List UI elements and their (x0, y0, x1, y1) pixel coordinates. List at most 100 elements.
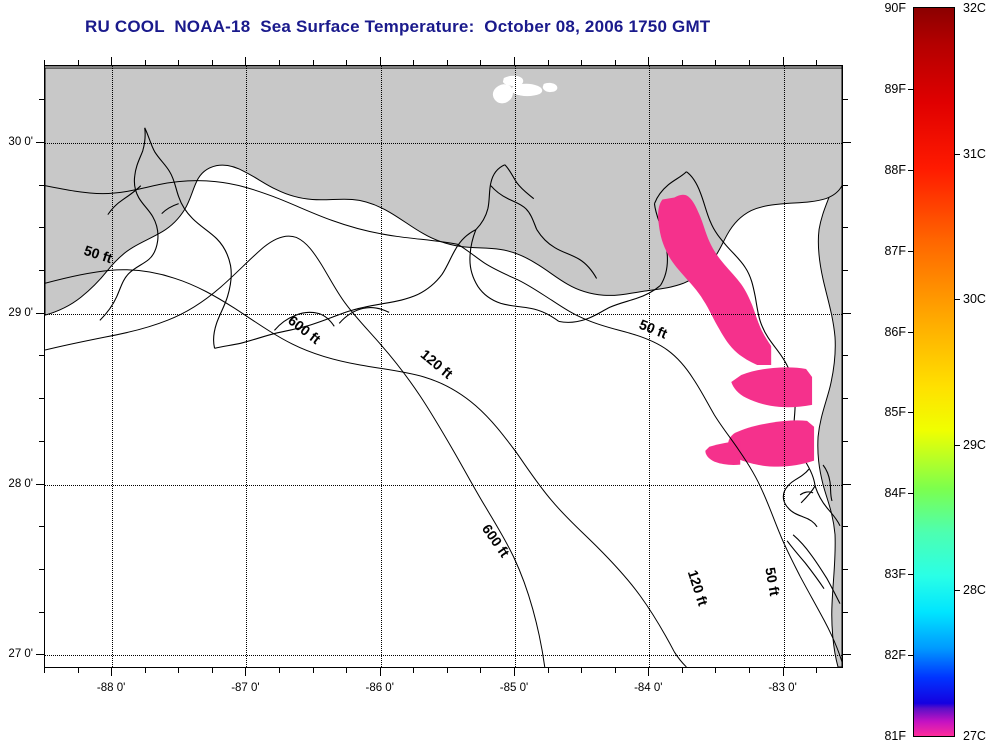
colorbar-label-fahrenheit: 87F (884, 243, 906, 258)
x-tick (581, 668, 583, 673)
x-tick-top (413, 60, 415, 65)
y-tick (36, 312, 44, 314)
colorbar-label-fahrenheit: 84F (884, 486, 906, 501)
colorbar-label-celsius: 32C (963, 1, 986, 15)
colorbar-tick-f (908, 250, 914, 252)
temperature-colorbar[interactable]: 90F 89F 88F 87F 86F 85F 84F 83F 82F 81F 32C 31C 30C 2… (884, 1, 985, 743)
x-tick-top (346, 60, 348, 65)
colorbar-label-celsius: 28C (963, 583, 986, 598)
x-tick (144, 668, 146, 673)
colorbar-label-celsius: 31C (963, 146, 986, 161)
y-axis-label: 28 0' (8, 477, 33, 490)
y-tick (39, 269, 44, 271)
x-axis-label: -87 0' (231, 682, 260, 694)
colorbar-label-fahrenheit: 83F (884, 567, 906, 582)
colorbar-label-celsius: 30C (963, 292, 986, 307)
colorbar-label-fahrenheit: 89F (884, 81, 906, 96)
x-tick-top (178, 60, 180, 65)
x-tick-top (379, 57, 381, 65)
bathymetry-contours (45, 66, 842, 667)
x-tick (648, 668, 650, 676)
y-tick-right (843, 184, 848, 186)
colorbar-label-fahrenheit: 81F (884, 729, 906, 743)
y-axis-label: 30 0' (8, 135, 33, 148)
x-tick-top (77, 60, 79, 65)
x-tick (413, 668, 415, 673)
x-tick (749, 668, 750, 673)
y-tick-right (843, 654, 851, 656)
x-tick-top (715, 60, 717, 65)
x-tick-top (547, 60, 549, 65)
y-tick (39, 611, 44, 613)
x-tick-top (681, 60, 683, 65)
x-tick-top (312, 60, 314, 65)
colorbar-tick-f (908, 655, 914, 657)
x-tick-top (480, 60, 482, 65)
x-tick (44, 668, 45, 673)
y-tick (39, 99, 44, 101)
contour-label: 50 ft (762, 566, 784, 598)
y-tick-right (843, 227, 848, 229)
y-tick-right (843, 440, 848, 442)
x-tick (245, 668, 247, 676)
x-tick-top (581, 60, 583, 65)
x-tick-top (144, 60, 146, 65)
contour-label: 600 ft (285, 312, 324, 348)
x-tick (77, 668, 79, 673)
y-tick-right (843, 99, 848, 101)
colorbar-tick-c (954, 590, 960, 592)
y-tick-right (843, 269, 848, 271)
x-tick-top (782, 57, 784, 65)
x-tick-top (446, 60, 448, 65)
x-tick-top (211, 60, 213, 65)
y-axis-label: 29 0' (8, 306, 33, 319)
x-tick (211, 668, 213, 673)
y-tick-right (843, 355, 848, 357)
contour-label: 50 ft (637, 316, 670, 342)
cloud-mask-artifact (45, 66, 842, 667)
y-tick (39, 526, 44, 528)
x-axis-label: -84 0' (634, 682, 663, 694)
y-tick (39, 227, 44, 229)
contour-label: 120 ft (417, 346, 457, 382)
x-tick-top (648, 57, 650, 65)
x-tick (614, 668, 616, 673)
x-axis-label: -83 0' (768, 682, 797, 694)
colorbar-tick-c (954, 444, 960, 446)
y-tick-right (843, 568, 848, 570)
coastline-layer (45, 66, 842, 667)
x-tick-top (44, 60, 45, 65)
x-tick (312, 668, 314, 673)
y-tick (36, 654, 44, 656)
contour-label-layer: 50 ft 600 ft 120 ft 50 ft 600 ft 120 ft 50 ft (45, 66, 842, 667)
colorbar-tick-f (908, 331, 914, 333)
colorbar-label-fahrenheit: 82F (884, 648, 906, 663)
colorbar-label-celsius: 27C (963, 729, 986, 743)
colorbar-tick-c (954, 153, 960, 155)
colorbar-tick-f (908, 493, 914, 495)
x-tick (178, 668, 180, 673)
y-tick-right (843, 526, 848, 528)
contour-label: 50 ft (82, 242, 115, 267)
x-tick (514, 668, 515, 676)
y-tick (39, 398, 44, 400)
x-tick-top (279, 60, 280, 65)
y-tick (39, 355, 44, 357)
sst-anomaly-region (45, 66, 842, 667)
colorbar-label-fahrenheit: 85F (884, 405, 906, 420)
x-axis-label: -88 0' (96, 682, 126, 694)
colorbar-label-fahrenheit: 86F (884, 324, 906, 339)
x-tick (681, 668, 683, 673)
x-tick (111, 668, 113, 676)
x-tick (379, 668, 381, 676)
x-tick (816, 668, 818, 673)
map-plot-area: 50 ft 600 ft 120 ft 50 ft 600 ft 120 ft 50 ft (44, 65, 843, 668)
x-tick (547, 668, 549, 673)
colorbar-tick-f (908, 412, 914, 414)
colorbar-gradient (914, 8, 954, 736)
x-tick (446, 668, 448, 673)
y-tick-right (843, 141, 851, 143)
x-tick (480, 668, 482, 673)
page-title: RU COOL NOAA-18 Sea Surface Temperature:… (85, 17, 711, 36)
y-tick (36, 483, 44, 485)
